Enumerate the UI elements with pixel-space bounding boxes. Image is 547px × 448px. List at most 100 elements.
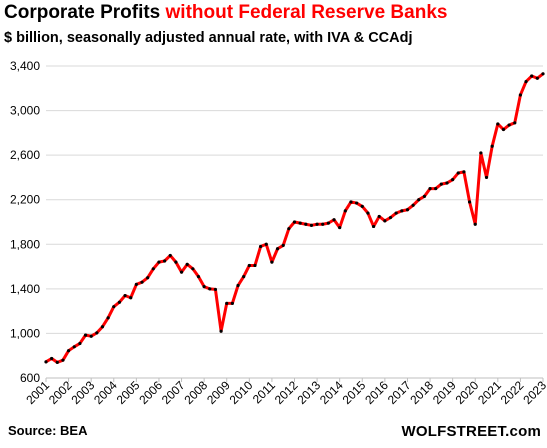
y-tick-label: 1,800	[10, 237, 40, 251]
data-point	[287, 227, 291, 231]
data-point	[434, 186, 438, 191]
data-point	[388, 215, 393, 220]
data-point	[247, 263, 251, 268]
data-point	[360, 204, 364, 208]
data-point	[100, 325, 105, 329]
data-point	[44, 360, 48, 364]
data-point	[462, 170, 466, 174]
x-tick-label: 2008	[181, 378, 210, 407]
data-point	[292, 220, 297, 224]
data-point	[129, 296, 133, 300]
data-point	[445, 181, 449, 185]
data-point	[61, 358, 65, 362]
data-point	[343, 209, 347, 213]
data-point	[78, 341, 82, 346]
x-tick-label: 2011	[250, 378, 278, 406]
data-point	[253, 263, 257, 268]
data-point	[405, 208, 410, 212]
data-point	[191, 267, 195, 271]
data-point	[417, 198, 421, 202]
y-tick-label: 1,000	[10, 326, 40, 340]
data-point	[259, 244, 263, 249]
data-point	[163, 259, 167, 263]
data-point	[473, 222, 477, 226]
x-tick-label: 2009	[204, 378, 233, 407]
data-point	[179, 270, 184, 274]
data-point	[123, 293, 127, 298]
data-point	[236, 283, 240, 288]
data-point	[196, 275, 201, 279]
data-point	[371, 224, 376, 229]
data-point	[366, 211, 370, 215]
data-point	[309, 223, 314, 227]
data-point	[496, 122, 500, 126]
x-tick-label: 2007	[159, 378, 188, 407]
x-tick-label: 2005	[114, 378, 143, 407]
data-point	[377, 214, 381, 219]
y-tick-label: 2,600	[10, 148, 40, 162]
x-tick-label: 2014	[317, 378, 346, 407]
data-point	[383, 219, 387, 223]
x-tick-label: 2003	[69, 378, 98, 407]
data-point	[89, 334, 93, 338]
data-point	[456, 171, 460, 175]
data-point	[315, 222, 319, 226]
data-point	[208, 287, 212, 291]
data-point	[174, 260, 178, 264]
data-point	[338, 225, 342, 230]
x-tick-label: 2006	[136, 378, 165, 407]
y-tick-label: 2,200	[10, 193, 40, 207]
y-tick-label: 600	[20, 371, 40, 385]
data-point	[157, 260, 161, 264]
data-point	[225, 301, 229, 305]
data-point	[501, 127, 506, 132]
x-tick-label: 2002	[46, 378, 75, 407]
data-point	[451, 178, 455, 182]
x-tick-label: 2023	[520, 378, 547, 407]
x-tick-label: 2019	[430, 378, 459, 407]
data-point	[541, 72, 545, 76]
data-point	[439, 182, 443, 186]
data-point	[50, 356, 54, 361]
data-point	[484, 175, 489, 180]
data-point	[146, 276, 150, 280]
data-point	[479, 151, 483, 155]
data-point	[106, 316, 110, 320]
data-point	[264, 242, 268, 246]
title-part-1: Corporate Profits	[4, 2, 161, 23]
y-tick-label: 3,000	[10, 104, 40, 118]
data-point	[151, 267, 155, 271]
data-point	[394, 211, 398, 215]
data-point	[140, 280, 144, 284]
data-point	[185, 262, 189, 266]
chart-subtitle: $ billion, seasonally adjusted annual ra…	[4, 30, 413, 46]
x-tick-label: 2021	[475, 378, 504, 407]
x-tick-label: 2020	[453, 378, 482, 407]
data-point	[275, 247, 280, 251]
data-point	[72, 345, 76, 349]
data-point	[134, 282, 138, 286]
data-point	[168, 253, 172, 258]
data-point	[55, 360, 59, 364]
data-point	[95, 331, 99, 335]
data-point	[513, 121, 517, 125]
x-tick-label: 2004	[91, 378, 120, 407]
x-tick-label: 2016	[362, 378, 391, 407]
brand-logo-text: WOLFSTREET.com	[401, 423, 541, 440]
data-point	[202, 285, 206, 289]
data-point	[535, 76, 539, 80]
data-point	[490, 144, 494, 148]
data-point	[411, 203, 415, 207]
data-point	[530, 74, 534, 78]
data-point	[213, 287, 218, 292]
data-point	[400, 209, 404, 213]
x-tick-label: 2013	[294, 378, 323, 407]
y-tick-label: 1,400	[10, 282, 40, 296]
series-profits	[44, 72, 545, 364]
y-axis-ticks: 600 1,000 1,400 1,800 2,200 2,600 3,000 3,400	[10, 59, 40, 385]
data-point	[332, 218, 336, 222]
data-point	[518, 93, 523, 97]
data-point	[428, 186, 432, 191]
source-note: Source: BEA	[8, 423, 88, 438]
